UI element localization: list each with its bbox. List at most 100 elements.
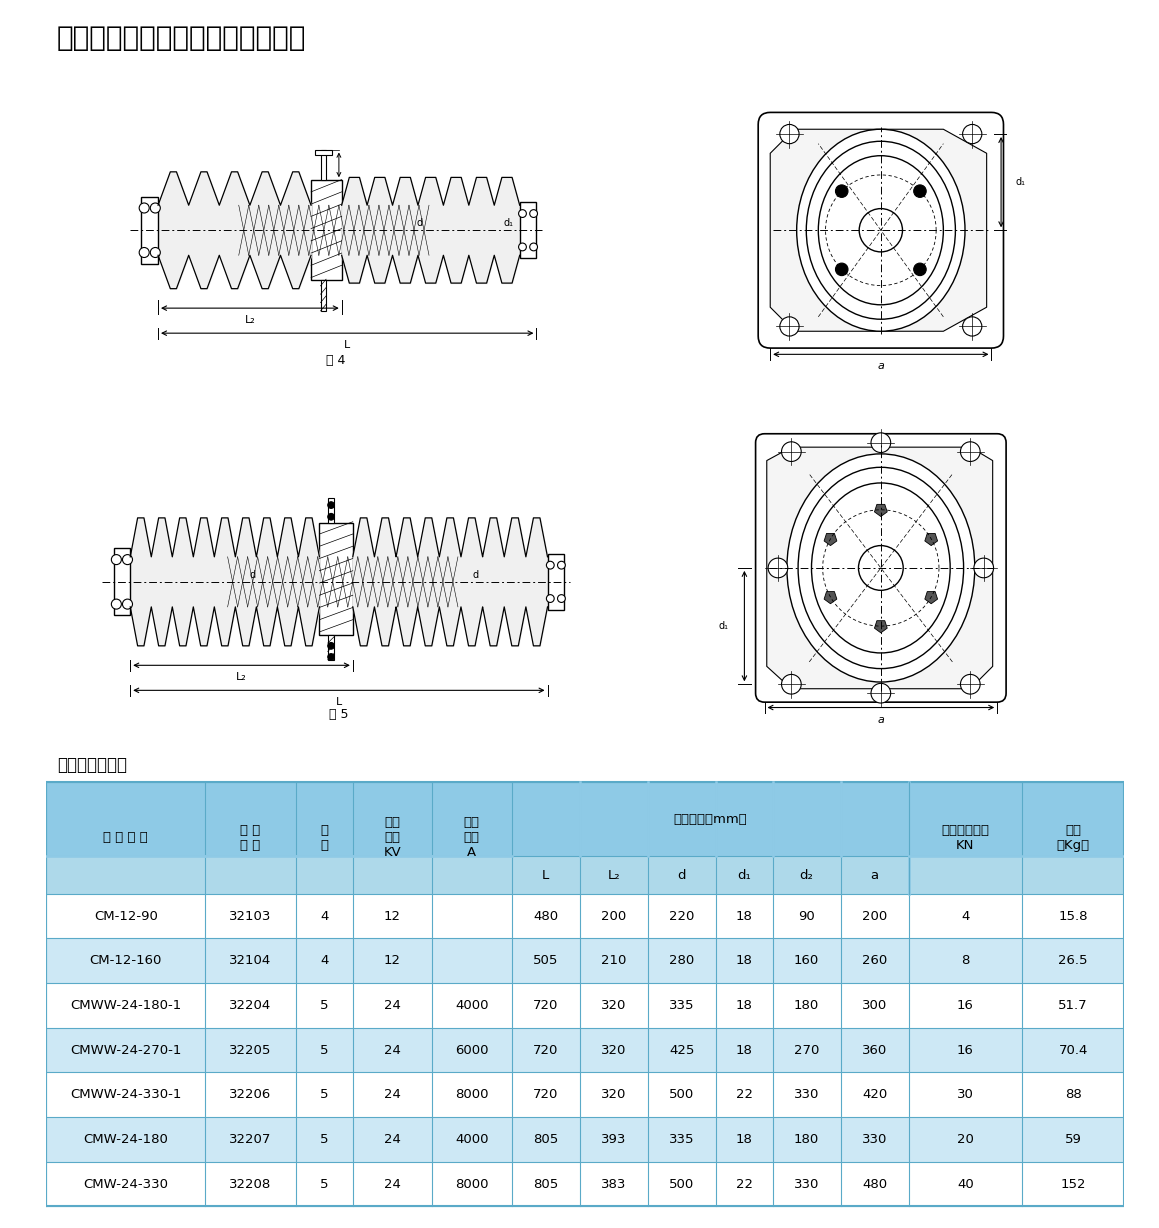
Bar	[328, 499, 335, 523]
Bar	[141, 196, 158, 264]
Bar	[114, 549, 130, 615]
Text: CM-12-90: CM-12-90	[94, 910, 158, 922]
Text: 320: 320	[602, 1044, 626, 1056]
Text: 15.8: 15.8	[1058, 910, 1088, 922]
Text: d: d	[678, 868, 686, 882]
Text: 图
号: 图 号	[320, 824, 328, 852]
Text: 18: 18	[736, 998, 752, 1012]
Text: 393: 393	[602, 1133, 626, 1146]
Circle shape	[768, 558, 788, 578]
Text: 图 4: 图 4	[327, 354, 345, 367]
Text: 383: 383	[602, 1178, 626, 1191]
FancyBboxPatch shape	[756, 433, 1006, 702]
Text: 30: 30	[957, 1088, 974, 1102]
Text: 4: 4	[320, 910, 328, 922]
Circle shape	[557, 594, 566, 603]
Bar	[225, 556, 453, 607]
Bar	[46, 938, 1124, 984]
Circle shape	[963, 124, 982, 144]
Circle shape	[530, 243, 538, 251]
Text: 12: 12	[384, 954, 401, 968]
Text: d₁: d₁	[719, 621, 729, 631]
Text: 32208: 32208	[229, 1178, 271, 1191]
Circle shape	[781, 442, 801, 462]
Text: 5: 5	[320, 1044, 329, 1056]
Text: 330: 330	[794, 1088, 819, 1102]
Circle shape	[328, 653, 335, 661]
Circle shape	[836, 185, 848, 198]
Circle shape	[328, 642, 335, 650]
Text: 32206: 32206	[229, 1088, 271, 1102]
Ellipse shape	[818, 156, 943, 305]
Text: 32207: 32207	[229, 1133, 271, 1146]
Text: d: d	[416, 219, 423, 228]
Text: d₁: d₁	[737, 868, 751, 882]
Circle shape	[974, 558, 993, 578]
Text: 24: 24	[384, 998, 401, 1012]
Text: CMW-24-330: CMW-24-330	[83, 1178, 168, 1191]
Text: 18: 18	[736, 1044, 752, 1056]
Text: 主要尺寸及性能: 主要尺寸及性能	[57, 756, 127, 774]
Text: CM-12-160: CM-12-160	[89, 954, 162, 968]
Text: 4: 4	[961, 910, 970, 922]
Bar	[46, 984, 1124, 1028]
Circle shape	[780, 317, 799, 336]
Text: CMW-24-180: CMW-24-180	[83, 1133, 168, 1146]
Text: CMWW-24-180-1: CMWW-24-180-1	[71, 998, 182, 1012]
Bar	[320, 523, 352, 635]
Text: 425: 425	[669, 1044, 694, 1056]
Bar	[519, 203, 537, 258]
Bar	[311, 181, 342, 280]
Text: 152: 152	[1060, 1178, 1086, 1191]
Text: L₂: L₂	[245, 314, 255, 325]
Text: 505: 505	[533, 954, 559, 968]
Circle shape	[111, 555, 122, 565]
Bar	[236, 205, 425, 255]
Text: 户内、户外母线穿墙套管（之二）: 户内、户外母线穿墙套管（之二）	[57, 25, 306, 52]
Text: 500: 500	[669, 1088, 694, 1102]
Bar	[321, 280, 326, 311]
Text: 180: 180	[794, 998, 819, 1012]
Bar	[547, 554, 564, 609]
Polygon shape	[767, 447, 992, 689]
Text: 335: 335	[669, 998, 694, 1012]
Text: 4: 4	[320, 954, 328, 968]
Text: 16: 16	[957, 998, 974, 1012]
Polygon shape	[925, 533, 938, 545]
Text: 24: 24	[384, 1088, 401, 1102]
Text: 18: 18	[736, 910, 752, 922]
Text: 18: 18	[736, 1133, 752, 1146]
Circle shape	[530, 210, 538, 217]
Text: d: d	[472, 570, 479, 580]
Bar	[46, 782, 1124, 856]
Text: L₂: L₂	[607, 868, 620, 882]
Polygon shape	[771, 129, 986, 332]
Text: 4000: 4000	[455, 1133, 489, 1146]
Text: 22: 22	[736, 1088, 752, 1102]
Circle shape	[518, 243, 526, 251]
Bar	[46, 856, 1124, 894]
Circle shape	[872, 432, 890, 453]
Text: 6000: 6000	[455, 1044, 489, 1056]
Text: 280: 280	[669, 954, 694, 968]
Text: 720: 720	[533, 998, 559, 1012]
Circle shape	[780, 124, 799, 144]
Text: d₂: d₂	[800, 868, 814, 882]
Text: a: a	[877, 361, 884, 371]
Bar	[46, 1162, 1124, 1206]
Circle shape	[546, 561, 554, 569]
Circle shape	[546, 594, 554, 603]
Text: 图 5: 图 5	[329, 709, 349, 721]
Text: 330: 330	[794, 1178, 819, 1191]
Text: 720: 720	[533, 1044, 559, 1056]
Text: CMWW-24-270-1: CMWW-24-270-1	[70, 1044, 182, 1056]
Circle shape	[963, 317, 982, 336]
Circle shape	[781, 674, 801, 694]
Text: 5: 5	[320, 1088, 329, 1102]
Text: 4000: 4000	[455, 998, 489, 1012]
Polygon shape	[874, 620, 888, 632]
Text: 24: 24	[384, 1044, 401, 1056]
Text: 16: 16	[957, 1044, 974, 1056]
Text: 8000: 8000	[455, 1088, 489, 1102]
Text: 480: 480	[533, 910, 559, 922]
